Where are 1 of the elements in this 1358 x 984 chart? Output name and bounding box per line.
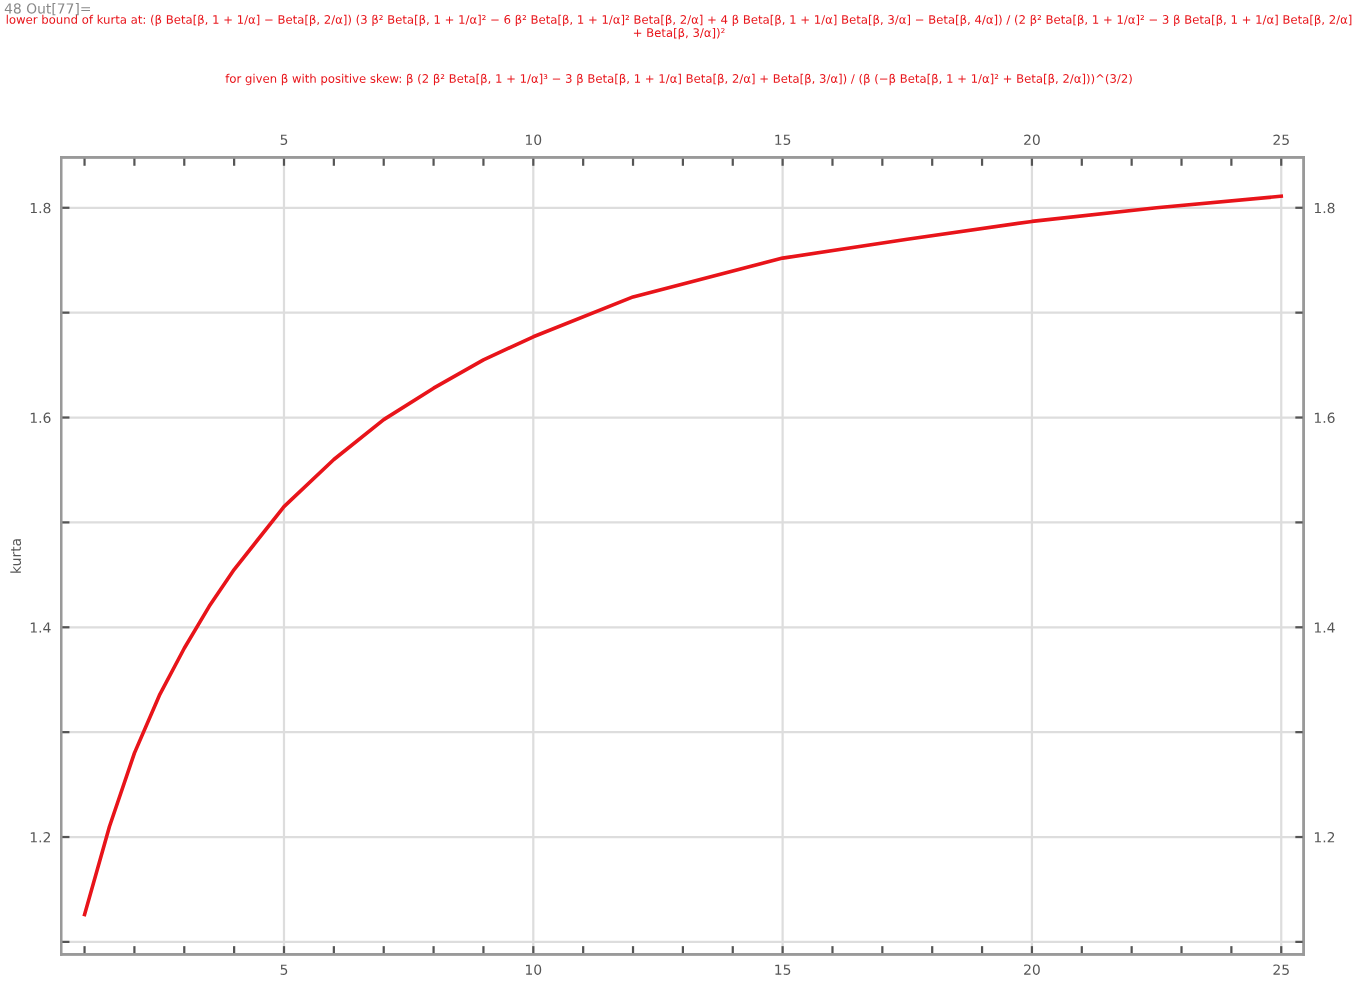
line-series	[82, 194, 1284, 917]
